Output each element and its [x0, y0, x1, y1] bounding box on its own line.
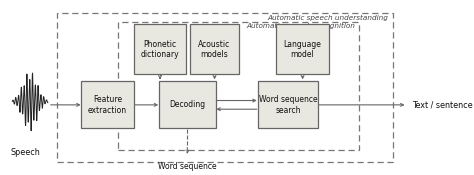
Bar — [57, 13, 393, 162]
Text: Phonetic
dictionary: Phonetic dictionary — [141, 40, 179, 59]
FancyBboxPatch shape — [134, 24, 186, 75]
FancyBboxPatch shape — [159, 81, 216, 128]
FancyBboxPatch shape — [276, 24, 329, 75]
Text: Speech: Speech — [11, 148, 41, 157]
Bar — [118, 22, 359, 150]
Text: Language
model: Language model — [283, 40, 321, 59]
Text: Word sequence
search: Word sequence search — [259, 95, 317, 115]
FancyBboxPatch shape — [257, 81, 319, 128]
Text: Automatic speech recognition: Automatic speech recognition — [246, 23, 355, 29]
Text: Feature
extraction: Feature extraction — [88, 95, 127, 115]
Text: Word sequence: Word sequence — [158, 162, 217, 171]
Text: Decoding: Decoding — [169, 100, 205, 109]
FancyBboxPatch shape — [82, 81, 134, 128]
Text: Automatic speech understanding: Automatic speech understanding — [268, 15, 389, 21]
Text: Text / sentence: Text / sentence — [411, 100, 472, 109]
FancyBboxPatch shape — [191, 24, 239, 75]
Text: Acoustic
models: Acoustic models — [199, 40, 231, 59]
